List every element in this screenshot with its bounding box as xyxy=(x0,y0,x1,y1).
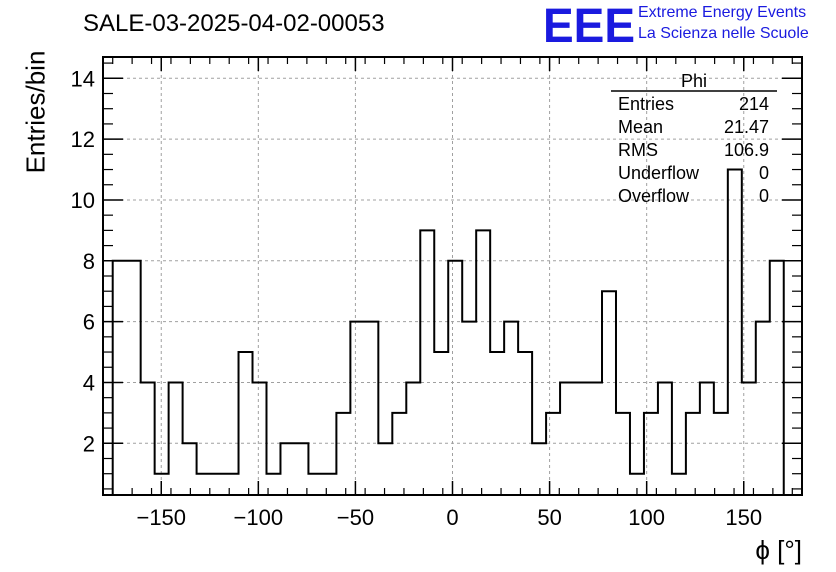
eee-logo-text: EEE xyxy=(543,2,635,46)
x-tick-label: 0 xyxy=(446,505,458,530)
grid xyxy=(103,57,802,495)
stats-value: 106.9 xyxy=(724,140,769,160)
axis-ticks xyxy=(103,57,802,495)
y-tick-label: 2 xyxy=(83,431,95,456)
y-tick-label: 14 xyxy=(71,66,95,91)
y-tick-label: 8 xyxy=(83,249,95,274)
stats-label: Entries xyxy=(618,94,674,114)
eee-logo: EEE xyxy=(543,0,638,53)
logo-caption-2: La Scienza nelle Scuole xyxy=(638,25,809,42)
stats-label: Overflow xyxy=(618,186,690,206)
stats-label: Mean xyxy=(618,117,663,137)
x-tick-label: 50 xyxy=(537,505,561,530)
stats-value: 0 xyxy=(759,186,769,206)
stats-value: 21.47 xyxy=(724,117,769,137)
y-tick-label: 10 xyxy=(71,188,95,213)
x-tick-label: −100 xyxy=(234,505,284,530)
stats-title: Phi xyxy=(681,71,707,91)
x-tick-label: −150 xyxy=(136,505,186,530)
y-tick-label: 6 xyxy=(83,310,95,335)
stats-box: Phi Entries 214 Mean 21.47 RMS 106.9 Underflow… xyxy=(611,71,777,206)
y-tick-label: 4 xyxy=(83,370,95,395)
x-axis-label: ϕ [°] xyxy=(755,535,802,565)
x-tick-label: 150 xyxy=(725,505,762,530)
plot-title: SALE-03-2025-04-02-00053 xyxy=(83,10,385,37)
histogram-outline xyxy=(111,168,785,495)
stats-label: Underflow xyxy=(618,163,700,183)
x-tick-label: −50 xyxy=(337,505,374,530)
x-tick-labels: −150 −100 −50 0 50 100 150 xyxy=(136,505,762,530)
plot-frame xyxy=(102,56,803,496)
x-tick-label: 100 xyxy=(628,505,665,530)
stats-value: 0 xyxy=(759,163,769,183)
y-tick-label: 12 xyxy=(71,127,95,152)
y-tick-labels: 2 4 6 8 10 12 14 xyxy=(71,66,95,456)
stats-label: RMS xyxy=(618,140,658,160)
stats-value: 214 xyxy=(739,94,769,114)
logo-caption-1: Extreme Energy Events xyxy=(638,4,807,21)
